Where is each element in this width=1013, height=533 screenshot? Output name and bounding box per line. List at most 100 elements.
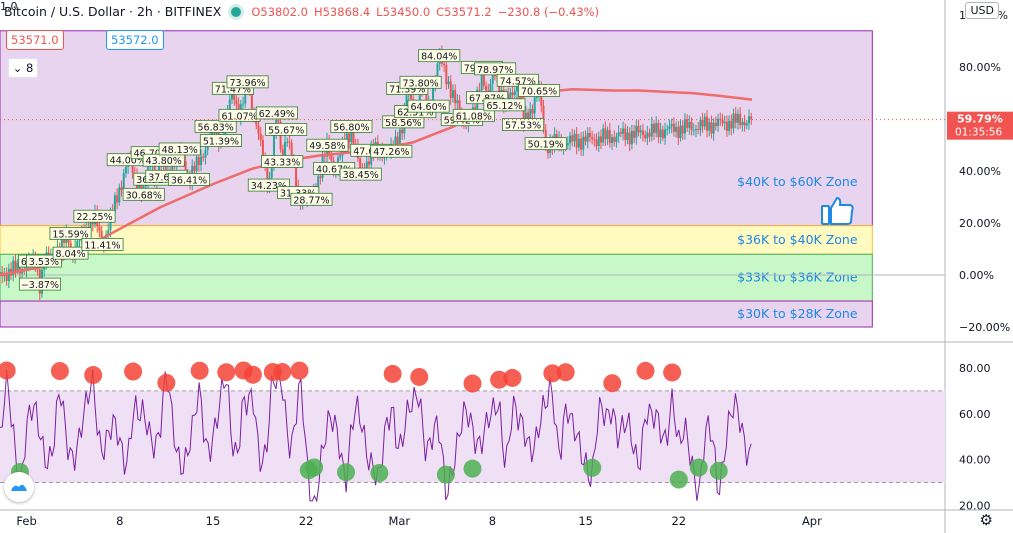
candle-body [235,100,238,105]
candle-body [197,157,200,166]
time-axis-label: 8 [116,514,123,528]
candle-body [706,116,709,131]
last-price-label: 59.79% [957,113,1003,126]
candle-body [692,130,695,132]
candle-body [681,125,684,134]
candle-body [522,103,525,126]
thumbs-up-icon [821,196,854,225]
candle-body [447,81,450,85]
overbought-marker [556,363,575,382]
candle-body [398,129,401,146]
candle-body [577,138,580,148]
candle-body [513,91,516,96]
candle-body [281,149,284,161]
candle-body [367,161,370,165]
candle-body [573,133,576,142]
pivot-label-box [370,144,413,158]
candle-body [639,130,642,133]
candle-body [482,69,485,86]
zone-rect-1 [0,225,873,255]
candle-body [606,130,609,140]
candle-body [16,262,19,272]
candle-body [732,113,735,129]
candle-body [348,133,351,143]
pivot-label: 84.04% [421,52,457,63]
buy-button[interactable]: 53572.0 [106,30,164,50]
overbought-marker [290,361,309,380]
candle-body [5,273,8,282]
overbought-marker [543,364,562,383]
rsi-tick-label: 40.00 [959,454,991,467]
overbought-marker [84,366,103,385]
candle-body [259,133,262,140]
pivot-label-box [226,75,269,89]
candle-body [604,128,607,140]
overbought-marker [243,365,262,384]
candle-body [569,135,572,144]
change-value: −230.8 (−0.43%) [497,4,600,19]
sell-button[interactable]: 53571.0 [6,30,64,50]
pivot-label: 34.23% [251,181,287,192]
currency-button[interactable]: USD [965,2,999,19]
candle-body [443,63,446,66]
pivot-label: 11.41% [84,240,120,251]
candle-body [714,122,717,126]
pivot-label: 64.60% [410,102,446,113]
pivot-label: 38.45% [343,170,379,181]
pivot-label-box [194,119,237,133]
candle-body [617,132,620,137]
candle-body [599,136,602,143]
candle-body [511,92,514,96]
candle-body [405,95,408,110]
pivot-label: 57.53% [505,121,541,132]
pivot-label: 3.53% [29,257,59,268]
pivot-label: 61.07% [221,111,257,122]
candle-body [138,183,141,190]
candle-body [458,100,461,114]
countdown-label: 01:35:56 [955,127,1002,139]
pivot-label-box [330,120,373,133]
candle-body [533,97,536,114]
tradingview-logo-icon[interactable] [4,472,34,502]
candle-body [184,161,187,177]
candle-body [608,130,611,143]
zone-label-1: $36K to $40K Zone [737,232,858,247]
candle-body [566,143,569,146]
pivot-label: 44.00% [110,156,146,167]
pivot-label-box [496,73,539,87]
candle-body [734,113,737,123]
price-tick-label: 80.00% [959,61,1001,74]
pivot-label: 73.96% [229,78,265,89]
candle-body [741,121,744,126]
candle-body [697,129,700,131]
pivot-label: 47.26% [373,147,409,158]
rsi-line [0,369,752,503]
pivot-label: 70.65% [521,86,557,97]
candle-body [619,132,622,134]
candle-body [597,136,600,146]
candle-body [637,125,640,133]
pivot-label-box [265,122,308,136]
candle-body [122,173,125,190]
symbol-title[interactable]: Bitcoin / U.S. Dollar · 2h · BITFINEX [4,4,222,19]
candle-body [736,113,739,123]
candle-body [12,260,15,276]
candle-body [657,123,660,138]
candle-body [725,121,728,131]
candle-body [277,119,280,122]
settings-gear-icon[interactable]: ⚙ [979,511,993,529]
overbought-marker [663,363,682,382]
candle-body [750,116,753,120]
candle-body [571,135,574,142]
overbought-marker [503,368,522,387]
overbought-marker [0,361,16,380]
candle-body [76,241,79,247]
candle-body [611,137,614,143]
pivot-label: 28.77% [293,195,329,206]
indicators-toggle[interactable]: ⌄ 8 [8,58,38,78]
candle-body [641,130,644,135]
time-axis-label: Mar [388,514,410,528]
candle-body [250,91,253,112]
candle-body [396,136,399,146]
